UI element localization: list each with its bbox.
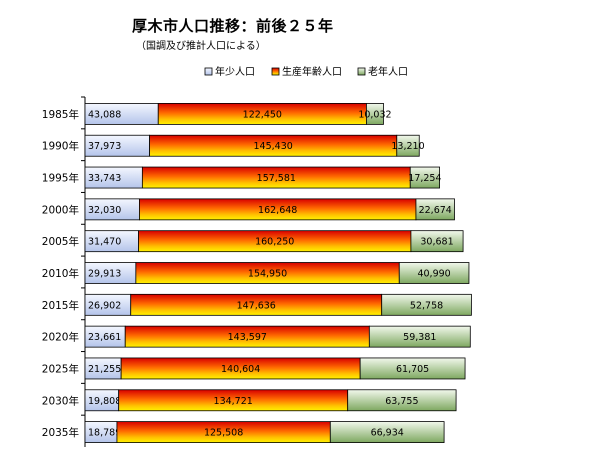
data-label-young: 37,973	[88, 141, 121, 152]
data-label-young: 32,030	[88, 205, 121, 216]
data-label-young: 26,902	[88, 300, 121, 311]
bar-elderly	[366, 103, 384, 125]
data-label-young: 21,255	[88, 364, 121, 375]
bar-elderly	[409, 166, 440, 189]
data-label-working: 140,604	[221, 364, 260, 375]
y-tick-label: 2025年	[42, 362, 79, 375]
data-label-young: 43,088	[88, 109, 121, 120]
data-label-working: 143,597	[228, 332, 267, 343]
data-label-elderly: 66,934	[371, 428, 404, 439]
data-label-elderly: 13,210	[391, 141, 424, 152]
bar-elderly	[396, 134, 420, 157]
data-label-elderly: 63,755	[385, 396, 418, 407]
legend-swatch-young	[204, 67, 213, 76]
data-label-working: 134,721	[214, 396, 253, 407]
data-label-elderly: 40,990	[417, 269, 450, 280]
y-tick-label: 2035年	[42, 426, 79, 439]
bar-elderly	[381, 293, 472, 316]
data-label-working: 122,450	[243, 109, 282, 120]
bar-elderly	[368, 325, 471, 348]
data-label-elderly: 30,681	[420, 237, 453, 248]
legend-label-young: 年少人口	[215, 65, 255, 78]
data-label-elderly: 59,381	[403, 332, 436, 343]
data-label-working: 125,508	[204, 428, 243, 439]
y-tick-label: 2005年	[42, 235, 79, 248]
data-label-working: 157,581	[257, 173, 296, 184]
bar-elderly	[398, 262, 470, 284]
y-tick-label: 2000年	[42, 203, 79, 216]
data-label-young: 19,808	[88, 396, 121, 407]
data-label-elderly: 10,032	[358, 109, 391, 120]
bar-elderly	[410, 230, 464, 253]
data-label-working: 145,430	[254, 141, 293, 152]
y-tick-label: 2030年	[42, 394, 79, 407]
data-label-young: 23,661	[88, 332, 121, 343]
y-tick-label: 2020年	[42, 331, 79, 344]
data-label-elderly: 22,674	[419, 205, 452, 216]
data-label-working: 160,250	[255, 237, 294, 248]
data-label-elderly: 61,705	[396, 364, 429, 375]
y-tick-label: 1990年	[42, 140, 79, 153]
chart-subtitle: （国調及び推計人口による）	[136, 41, 266, 52]
data-label-young: 31,470	[88, 237, 121, 248]
bar-elderly	[415, 198, 455, 221]
bar-elderly	[359, 357, 466, 380]
y-tick-label: 2010年	[42, 267, 79, 280]
legend-label-working: 生産年齢人口	[282, 65, 342, 78]
legend-swatch-elderly	[357, 67, 366, 76]
data-label-young: 33,743	[88, 173, 121, 184]
legend-label-elderly: 老年人口	[368, 65, 408, 78]
data-label-working: 154,950	[248, 269, 287, 280]
y-tick-label: 1985年	[42, 108, 79, 121]
data-label-young: 18,789	[88, 428, 121, 439]
data-label-young: 29,913	[88, 269, 121, 280]
legend-swatch-working	[271, 67, 280, 76]
bar-elderly	[329, 421, 445, 443]
data-label-elderly: 52,758	[410, 300, 443, 311]
data-label-elderly: 17,254	[408, 173, 441, 184]
bar-elderly	[347, 389, 457, 412]
y-tick-label: 1995年	[42, 172, 79, 185]
data-label-working: 162,648	[258, 205, 297, 216]
data-label-working: 147,636	[237, 300, 276, 311]
y-tick-label: 2015年	[42, 299, 79, 312]
chart-title: 厚木市人口推移：前後２５年	[132, 17, 334, 35]
